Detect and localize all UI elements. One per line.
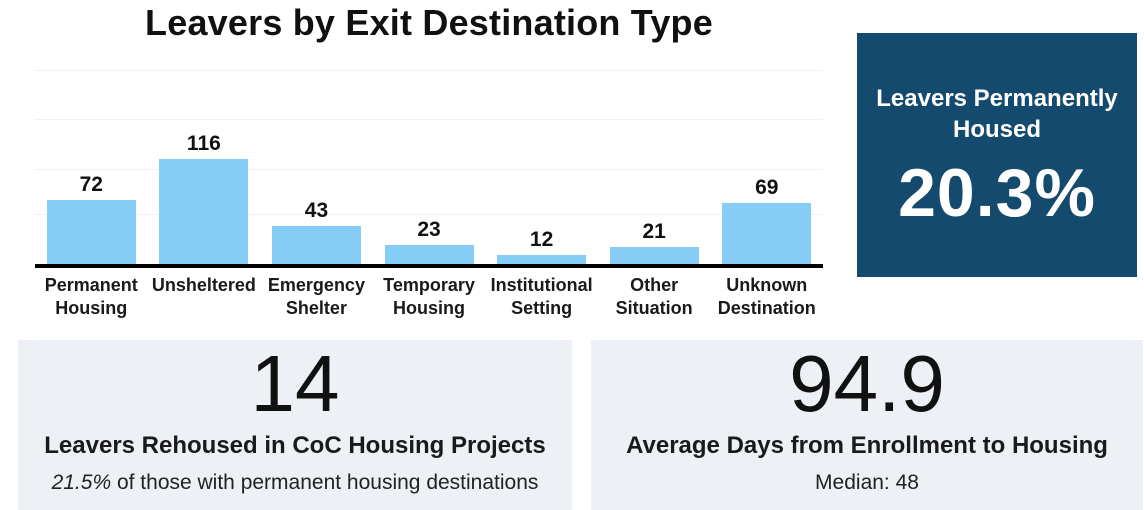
bar-group-emergency-shelter: 43 — [260, 199, 373, 266]
gridline — [35, 119, 823, 120]
bar-group-unknown-destination: 69 — [710, 176, 823, 266]
bar-temporary-housing — [384, 245, 474, 266]
kpi-label: Leavers Permanently Housed — [876, 85, 1118, 144]
stat-note: Median: 48 — [815, 471, 919, 495]
bar-group-unsheltered: 116 — [148, 132, 261, 266]
stat-note-percentage: 21.5% — [51, 471, 112, 494]
bar-value-label: 23 — [417, 217, 441, 241]
bar-other-situation — [609, 247, 699, 266]
bar-unknown-destination — [722, 203, 812, 266]
x-axis-label-permanent-housing: Permanent Housing — [44, 275, 138, 318]
bar-institutional-setting — [497, 255, 587, 266]
chart-title: Leavers by Exit Destination Type — [145, 2, 713, 43]
x-axis-labels: Permanent Housing Unsheltered Emergency … — [35, 274, 823, 319]
stat-card-leavers-rehoused: 14 Leavers Rehoused in CoC Housing Proje… — [18, 340, 572, 510]
x-axis-label-temporary-housing: Temporary Housing — [383, 275, 475, 318]
bar-value-label: 12 — [529, 227, 554, 251]
stat-note-text: of those with permanent housing destinat… — [111, 471, 539, 494]
x-axis-label-unknown-destination: Unknown Destination — [717, 275, 816, 318]
kpi-value: 20.3% — [898, 155, 1096, 232]
bar-group-other-situation: 21 — [598, 220, 711, 266]
bar-permanent-housing — [46, 200, 136, 266]
bar-group-institutional-setting: 12 — [485, 228, 598, 266]
stat-note: 21.5% of those with permanent housing de… — [52, 471, 539, 495]
stat-label: Leavers Rehoused in CoC Housing Projects — [44, 432, 546, 459]
stat-value: 94.9 — [789, 339, 945, 428]
bar-value-label: 69 — [755, 175, 779, 199]
bar-group-permanent-housing: 72 — [35, 173, 148, 266]
gridline — [35, 70, 823, 71]
gridline — [35, 169, 823, 170]
stat-card-average-days: 94.9 Average Days from Enrollment to Hou… — [591, 340, 1143, 510]
stat-note-text: Median: 48 — [815, 471, 919, 494]
x-axis-label-unsheltered: Unsheltered — [151, 275, 256, 295]
bar-value-label: 21 — [642, 219, 666, 243]
x-axis-line — [35, 264, 823, 268]
x-axis-label-institutional-setting: Institutional Setting — [490, 275, 593, 318]
bar-group-temporary-housing: 23 — [373, 218, 486, 266]
x-axis-label-emergency-shelter: Emergency Shelter — [267, 275, 365, 318]
gridline — [35, 214, 823, 215]
kpi-card-leavers-permanently-housed: Leavers Permanently Housed 20.3% — [857, 33, 1137, 277]
bar-emergency-shelter — [271, 226, 361, 266]
bar-value-label: 116 — [186, 131, 221, 155]
bar-unsheltered — [159, 159, 249, 266]
bar-value-label: 43 — [304, 198, 329, 222]
stat-value: 14 — [250, 339, 340, 428]
bar-value-label: 72 — [79, 172, 103, 196]
x-axis-label-other-situation: Other Situation — [615, 275, 693, 318]
bar-series: 72 116 43 23 12 21 — [35, 60, 823, 266]
bar-chart: 72 116 43 23 12 21 — [35, 60, 823, 268]
stat-label: Average Days from Enrollment to Housing — [626, 432, 1108, 459]
